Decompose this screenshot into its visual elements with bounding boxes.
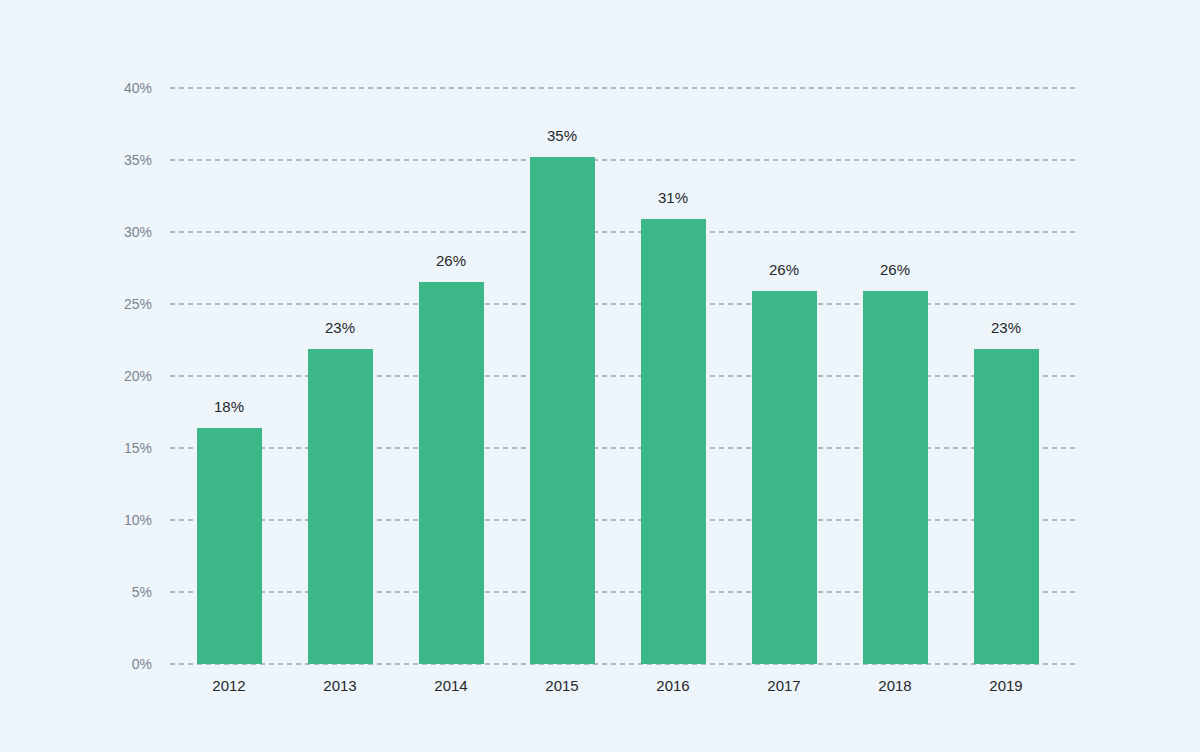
y-axis-tick-label-40: 40% xyxy=(72,79,152,97)
y-axis-tick-label-10: 10% xyxy=(72,511,152,529)
bar-value-label-2014: 26% xyxy=(406,252,496,270)
bar-2019 xyxy=(974,349,1039,664)
bar-value-label-2016: 31% xyxy=(628,189,718,207)
bar-2014 xyxy=(419,282,484,664)
y-axis-tick-label-0: 0% xyxy=(72,655,152,673)
bar-2015 xyxy=(530,157,595,664)
bar-value-label-2015: 35% xyxy=(517,127,607,145)
bar-value-label-2018: 26% xyxy=(850,261,940,279)
gridline-30pct xyxy=(170,231,1078,233)
x-axis-tick-label-2015: 2015 xyxy=(517,676,607,695)
x-axis-tick-label-2017: 2017 xyxy=(739,676,829,695)
bar-2012 xyxy=(197,428,262,664)
gridline-10pct xyxy=(170,519,1078,521)
bar-2017 xyxy=(752,291,817,664)
bar-value-label-2017: 26% xyxy=(739,261,829,279)
y-axis-tick-label-20: 20% xyxy=(72,367,152,385)
x-axis-tick-label-2013: 2013 xyxy=(295,676,385,695)
x-axis-tick-label-2014: 2014 xyxy=(406,676,496,695)
gridline-15pct xyxy=(170,447,1078,449)
gridline-40pct xyxy=(170,87,1078,89)
gridline-20pct xyxy=(170,375,1078,377)
bar-chart: 0% 5% 10% 15% 20% 25% 30% 35% 40% 18% 2012 23% 2013 2… xyxy=(0,0,1200,752)
gridline-25pct xyxy=(170,303,1078,305)
bar-2018 xyxy=(863,291,928,664)
x-axis-tick-label-2012: 2012 xyxy=(184,676,274,695)
x-axis-tick-label-2019: 2019 xyxy=(961,676,1051,695)
y-axis-tick-label-15: 15% xyxy=(72,439,152,457)
bar-value-label-2012: 18% xyxy=(184,398,274,416)
gridline-5pct xyxy=(170,591,1078,593)
gridline-0pct xyxy=(170,663,1078,665)
bar-2016 xyxy=(641,219,706,664)
x-axis-tick-label-2016: 2016 xyxy=(628,676,718,695)
y-axis-tick-label-25: 25% xyxy=(72,295,152,313)
bar-value-label-2013: 23% xyxy=(295,319,385,337)
bar-value-label-2019: 23% xyxy=(961,319,1051,337)
bar-2013 xyxy=(308,349,373,664)
y-axis-tick-label-5: 5% xyxy=(72,583,152,601)
gridline-35pct xyxy=(170,159,1078,161)
y-axis-tick-label-35: 35% xyxy=(72,151,152,169)
y-axis-tick-label-30: 30% xyxy=(72,223,152,241)
x-axis-tick-label-2018: 2018 xyxy=(850,676,940,695)
